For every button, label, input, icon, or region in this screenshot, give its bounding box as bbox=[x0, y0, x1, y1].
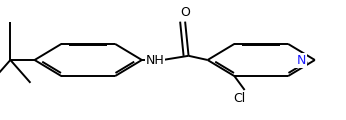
Text: NH: NH bbox=[146, 54, 164, 66]
Text: Cl: Cl bbox=[233, 92, 246, 105]
Text: O: O bbox=[180, 6, 190, 18]
Text: N: N bbox=[296, 54, 306, 66]
